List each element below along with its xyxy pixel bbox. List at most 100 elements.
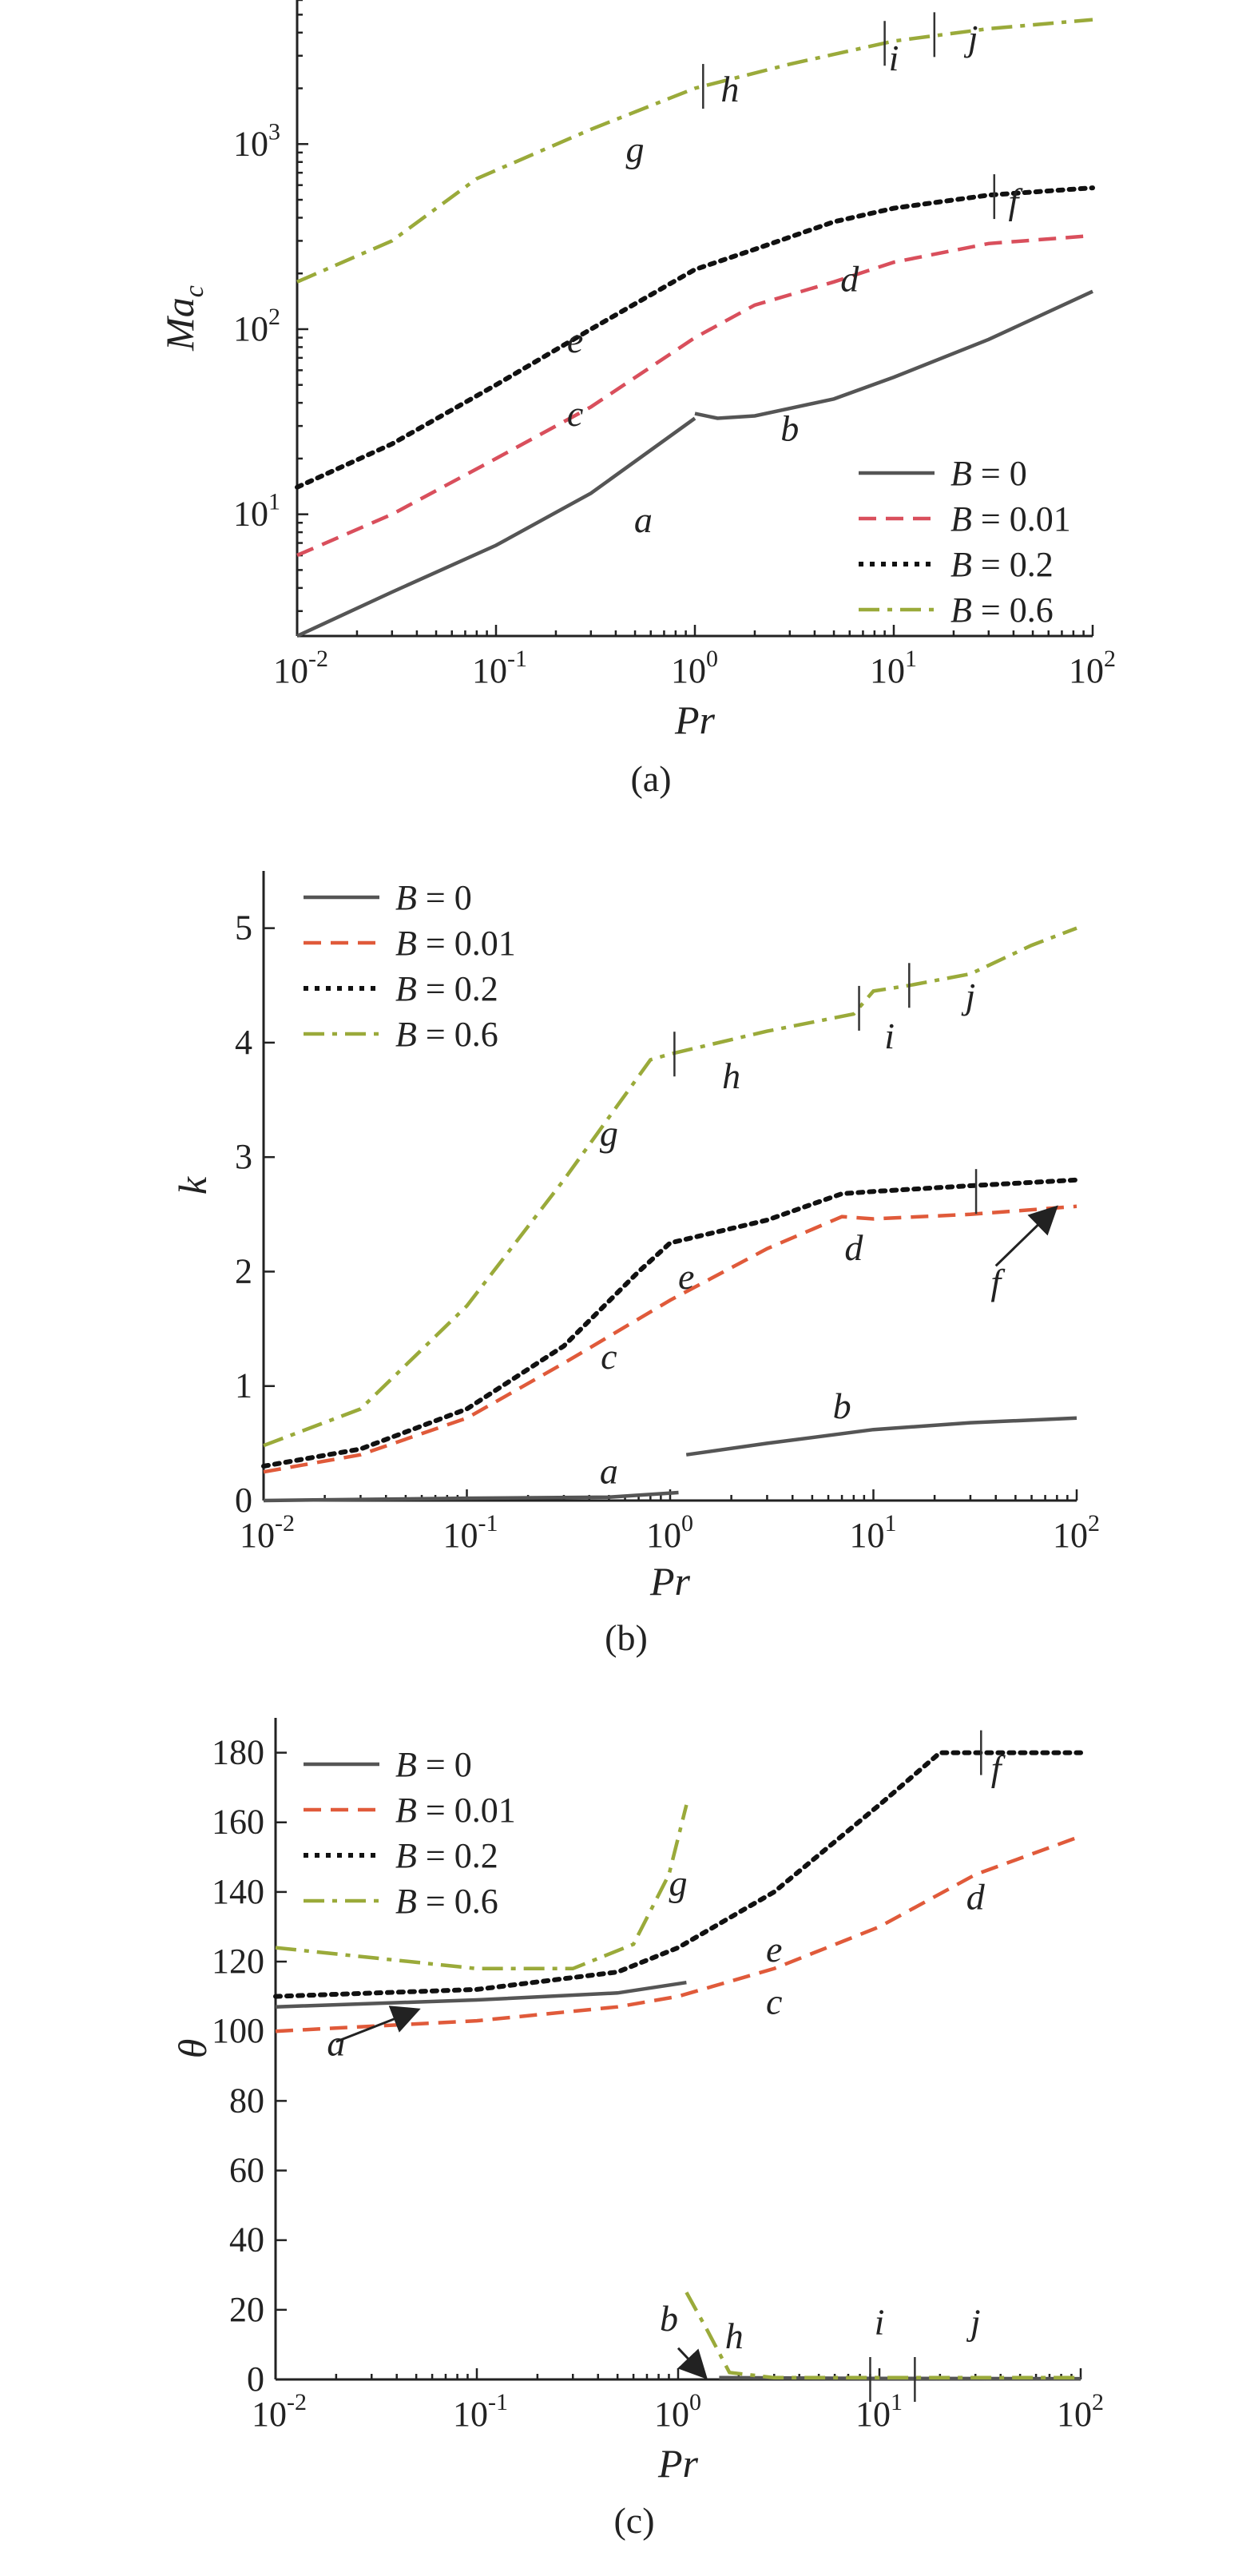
curve-label: f — [990, 1262, 1006, 1302]
annotation-arrow — [994, 1205, 1058, 1267]
legend-var: B — [395, 878, 417, 917]
x-tick-base: 10 — [850, 1516, 885, 1555]
legend-var: B — [395, 1791, 417, 1830]
legend-value: = 0.2 — [972, 545, 1054, 584]
x-tick-label: 10-1 — [443, 1510, 498, 1555]
y-tick-label: 1 — [235, 1366, 252, 1405]
x-axis-title: Pr — [649, 1559, 691, 1604]
x-tick-base: 10 — [646, 1516, 681, 1555]
panel-label: (c) — [613, 2500, 654, 2541]
legend-var: B — [395, 1882, 417, 1921]
curve-label: h — [722, 1055, 740, 1096]
y-tick-label: 60 — [229, 2151, 264, 2190]
y-axis-title: θ — [170, 2039, 215, 2059]
x-tick-base: 10 — [654, 2395, 689, 2434]
series-line — [694, 289, 1093, 420]
legend-value: = 0 — [417, 1745, 472, 1784]
curve-label: e — [766, 1929, 782, 1970]
curve-label: a — [600, 1451, 618, 1492]
x-tick-label: 10-2 — [273, 646, 328, 690]
x-tick-base: 10 — [1069, 651, 1104, 690]
panel-label: (b) — [605, 1617, 648, 1658]
legend-value: = 0.2 — [417, 1836, 498, 1875]
y-tick-label: 0 — [247, 2359, 264, 2399]
legend-value: = 0.01 — [972, 499, 1071, 539]
x-tick-exponent: 0 — [689, 2389, 701, 2415]
y-tick-exponent: 3 — [268, 118, 280, 145]
curve-label: c — [567, 393, 583, 434]
y-axis-title-main: k — [170, 1176, 215, 1195]
legend-var: B — [395, 1015, 417, 1054]
y-tick-label: 80 — [229, 2081, 264, 2120]
legend-entry: B = 0.01 — [395, 1791, 516, 1830]
curve-label: a — [327, 2023, 345, 2064]
x-tick-label: 102 — [1069, 646, 1116, 690]
x-tick-exponent: -1 — [478, 1510, 498, 1536]
legend-value: = 0.01 — [417, 924, 516, 963]
x-tick-exponent: -1 — [488, 2389, 508, 2415]
x-tick-label: 10-1 — [453, 2389, 508, 2434]
x-tick-base: 10 — [252, 2395, 287, 2434]
series-line — [275, 1804, 689, 1971]
curve-label: e — [567, 320, 583, 360]
curve-label: g — [669, 1862, 688, 1903]
series-line — [685, 1416, 1077, 1457]
legend-entry: B = 0.2 — [950, 545, 1054, 584]
legend-entry: B = 0.6 — [395, 1882, 498, 1921]
y-tick-label: 180 — [212, 1733, 264, 1772]
legend-value: = 0.6 — [417, 1882, 498, 1921]
y-tick-label: 103 — [233, 118, 280, 163]
x-tick-exponent: 2 — [1092, 2389, 1104, 2415]
y-tick-label: 102 — [233, 304, 280, 348]
annotation-arrow — [677, 2347, 708, 2380]
series-line — [263, 926, 1077, 1448]
x-tick-base: 10 — [1057, 2395, 1092, 2434]
x-tick-label: 100 — [671, 646, 718, 690]
y-axis-title: k — [170, 1176, 215, 1195]
y-axis-title-main: Ma — [157, 297, 202, 352]
x-tick-base: 10 — [472, 651, 507, 690]
legend-var: B — [395, 1836, 417, 1875]
curve-label: g — [626, 129, 645, 170]
x-tick-label: 100 — [654, 2389, 701, 2434]
legend-value: = 0.6 — [417, 1015, 498, 1054]
x-tick-exponent: -2 — [275, 1510, 295, 1536]
series-line — [263, 1204, 1077, 1474]
curve-label: c — [601, 1336, 617, 1377]
series-line — [296, 233, 1093, 558]
y-tick-label: 40 — [229, 2220, 264, 2260]
curve-label: i — [884, 1016, 895, 1056]
curve-label: a — [634, 499, 653, 540]
legend-value: = 0.01 — [417, 1791, 516, 1830]
x-tick-label: 10-2 — [240, 1510, 295, 1555]
y-tick-base: 10 — [233, 124, 268, 163]
legend-var: B — [395, 969, 417, 1008]
x-tick-exponent: -2 — [308, 646, 328, 672]
curve-label: i — [875, 2301, 885, 2342]
legend-var: B — [950, 545, 972, 584]
x-tick-exponent: 2 — [1088, 1510, 1100, 1536]
curve-label: b — [833, 1385, 851, 1426]
y-tick-label: 100 — [212, 2011, 264, 2050]
y-axis-title: Mac — [157, 285, 209, 352]
y-tick-base: 10 — [233, 495, 268, 534]
x-tick-base: 10 — [671, 651, 706, 690]
curve-label: j — [962, 976, 976, 1016]
panel-a-chart: 10-2 10-1 100 101 102101102103PrMacabcdefghi… — [157, 0, 1116, 799]
legend-entry: B = 0 — [950, 454, 1027, 493]
x-tick-base: 10 — [453, 2395, 488, 2434]
legend-entry: B = 0.01 — [395, 924, 516, 963]
x-tick-exponent: 0 — [706, 646, 718, 672]
x-tick-label: 102 — [1057, 2389, 1104, 2434]
y-axis-title-subscript: c — [180, 285, 209, 297]
curve-label: e — [678, 1256, 694, 1297]
y-tick-label: 5 — [235, 908, 252, 948]
x-tick-base: 10 — [443, 1516, 478, 1555]
curve-label: c — [766, 1981, 782, 2021]
series-line — [273, 1750, 1083, 1999]
series-line — [296, 416, 696, 638]
x-tick-base: 10 — [855, 2395, 891, 2434]
legend-var: B — [950, 590, 972, 630]
x-tick-exponent: -1 — [507, 646, 527, 672]
legend-value: = 0.2 — [417, 969, 498, 1008]
